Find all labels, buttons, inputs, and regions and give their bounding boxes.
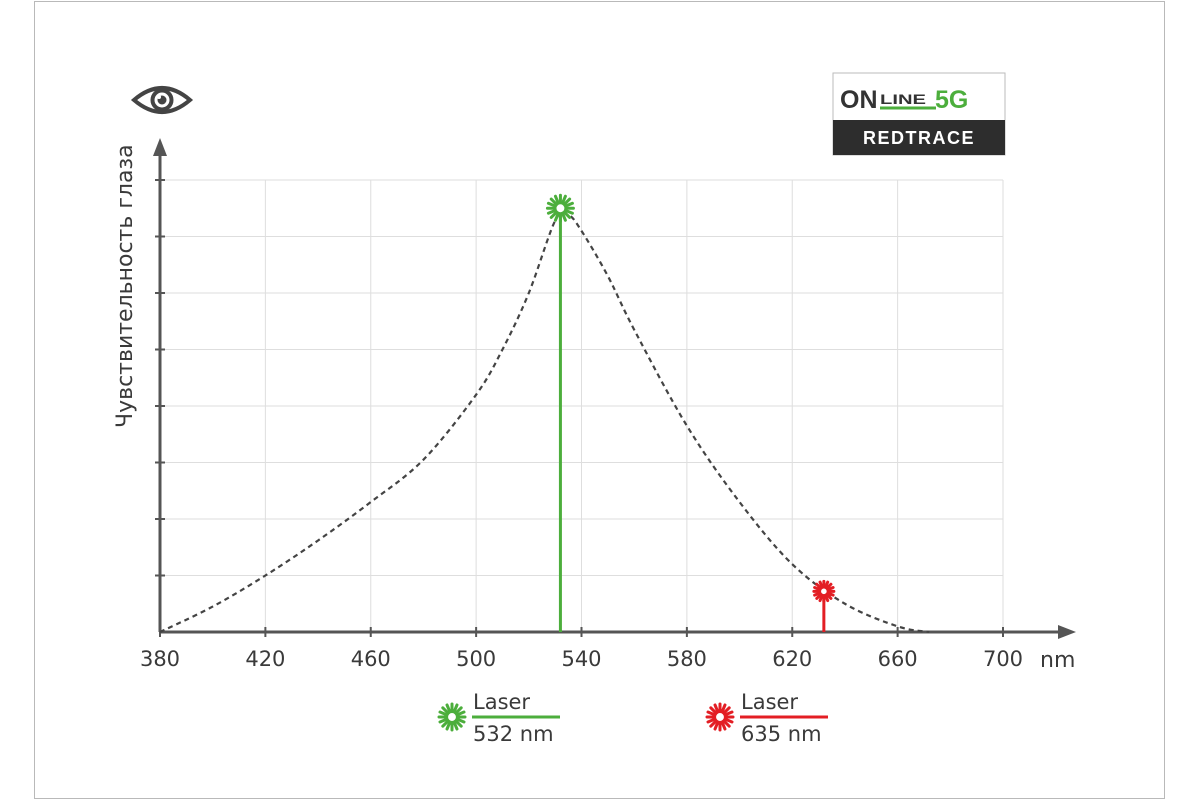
legend-item-red: Laser 635 nm — [705, 690, 828, 746]
red-laser-star-icon — [705, 702, 735, 732]
x-tick-label: 700 — [983, 647, 1023, 671]
legend-green-line1: Laser — [473, 690, 530, 714]
star-core — [714, 711, 726, 723]
x-tick-label: 420 — [245, 647, 285, 671]
logo-redtrace: REDTRACE — [863, 128, 975, 148]
sensitivity-curve — [159, 211, 930, 634]
x-tick-label: 660 — [878, 647, 918, 671]
logo-on: ON — [840, 86, 878, 114]
x-tick-label: 620 — [772, 647, 812, 671]
x-tick-label: 540 — [561, 647, 601, 671]
grid — [160, 179, 1004, 632]
laser-635-star-icon — [812, 579, 836, 603]
star-core — [554, 202, 567, 215]
x-tick-label: 460 — [351, 647, 391, 671]
laser-markers — [545, 193, 836, 632]
y-axis-label: Чувствительность глаза — [113, 144, 138, 428]
logo-5g: 5G — [935, 86, 968, 114]
brand-logo: ON LINE 5G REDTRACE — [832, 72, 1006, 156]
x-tick-labels: 380 420 460 500 540 580 620 660 700 — [140, 647, 1023, 671]
legend-red-line2: 635 nm — [741, 722, 822, 746]
y-axis-arrow — [153, 138, 167, 156]
legend-green-line2: 532 nm — [473, 722, 554, 746]
axes — [153, 138, 1076, 639]
logo-line: LINE — [880, 91, 926, 107]
legend-item-green: Laser 532 nm — [437, 690, 560, 746]
legend-red-star — [705, 702, 735, 732]
x-tick-label: 380 — [140, 647, 180, 671]
laser-532-star-icon — [545, 193, 575, 223]
legend: Laser 532 nm Laser 635 nm — [437, 690, 828, 746]
star-core — [819, 586, 829, 597]
star-core — [446, 711, 458, 723]
green-laser-star-icon — [437, 702, 467, 732]
sensitivity-curve-group — [159, 211, 930, 634]
x-tick-label: 580 — [667, 647, 707, 671]
eye-icon — [130, 86, 194, 114]
legend-green-star — [437, 702, 467, 732]
legend-red-line1: Laser — [741, 690, 798, 714]
x-axis-arrow — [1058, 625, 1076, 639]
x-tick-label: 500 — [456, 647, 496, 671]
x-axis-unit: nm — [1040, 648, 1075, 673]
